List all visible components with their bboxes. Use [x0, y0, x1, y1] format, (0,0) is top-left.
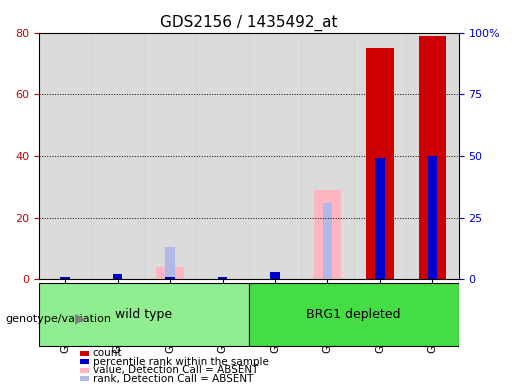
- Bar: [113, 274, 122, 279]
- Bar: [366, 48, 393, 279]
- Bar: [113, 274, 122, 279]
- Text: genotype/variation: genotype/variation: [5, 314, 111, 324]
- Bar: [39, 33, 91, 279]
- Bar: [354, 33, 406, 279]
- Bar: [323, 203, 332, 279]
- Bar: [60, 277, 70, 279]
- Bar: [270, 272, 280, 279]
- Bar: [218, 277, 227, 279]
- Bar: [249, 33, 301, 279]
- Text: rank, Detection Call = ABSENT: rank, Detection Call = ABSENT: [93, 374, 253, 384]
- Bar: [165, 247, 175, 279]
- Text: percentile rank within the sample: percentile rank within the sample: [93, 357, 269, 367]
- Title: GDS2156 / 1435492_at: GDS2156 / 1435492_at: [160, 15, 337, 31]
- Bar: [60, 277, 70, 279]
- Bar: [165, 277, 175, 279]
- Bar: [196, 33, 249, 279]
- Text: wild type: wild type: [115, 308, 173, 321]
- Bar: [218, 277, 227, 279]
- Bar: [91, 33, 144, 279]
- Bar: [270, 272, 280, 279]
- Text: ▶: ▶: [75, 312, 85, 326]
- Bar: [375, 158, 385, 279]
- Bar: [156, 267, 184, 279]
- Bar: [428, 156, 437, 279]
- Text: count: count: [93, 348, 122, 358]
- Bar: [406, 33, 459, 279]
- Bar: [314, 190, 341, 279]
- Bar: [419, 36, 446, 279]
- FancyBboxPatch shape: [39, 283, 249, 346]
- Text: value, Detection Call = ABSENT: value, Detection Call = ABSENT: [93, 365, 258, 375]
- Bar: [301, 33, 354, 279]
- FancyBboxPatch shape: [249, 283, 459, 346]
- Bar: [144, 33, 196, 279]
- Text: BRG1 depleted: BRG1 depleted: [306, 308, 401, 321]
